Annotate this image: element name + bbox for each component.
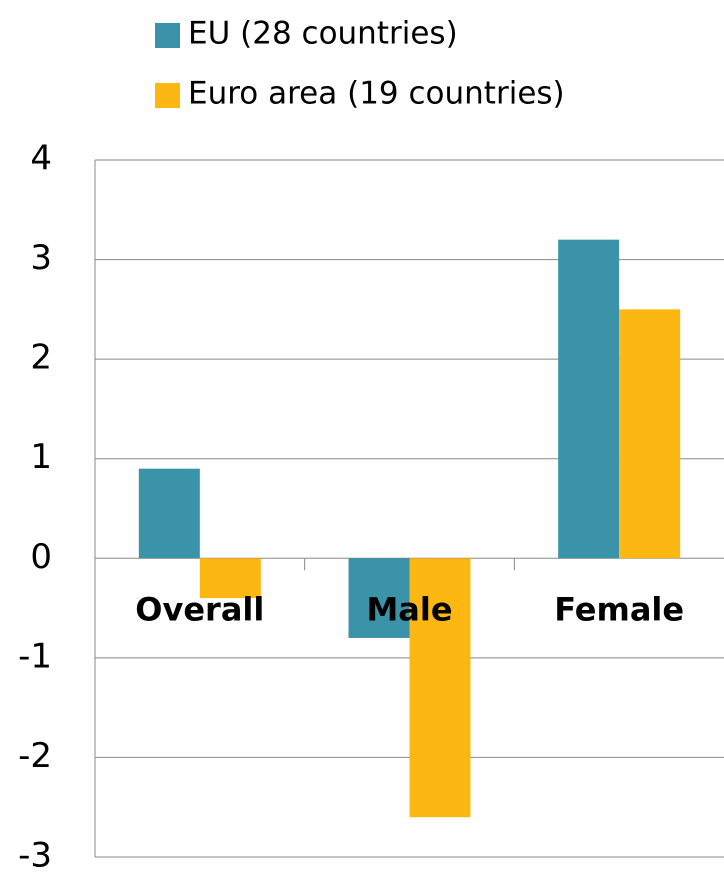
bar <box>348 558 410 638</box>
y-tick-label: 1 <box>30 437 52 477</box>
legend-label: Euro area (19 countries) <box>188 76 565 112</box>
y-tick-label: -2 <box>18 736 52 776</box>
legend-label: EU (28 countries) <box>188 16 458 52</box>
y-tick-label: 2 <box>30 338 52 378</box>
x-tick-label: Male <box>366 590 452 628</box>
y-tick-label: -3 <box>18 836 52 873</box>
x-tick-label: Female <box>554 590 684 628</box>
bar <box>619 309 681 559</box>
bar <box>138 468 200 559</box>
y-tick-label: 3 <box>30 238 52 278</box>
y-tick-label: -1 <box>18 636 52 676</box>
x-tick-label: Overall <box>135 590 264 628</box>
legend-swatch <box>155 83 180 108</box>
y-tick-label: 0 <box>30 537 52 577</box>
legend-swatch <box>155 23 180 48</box>
bar <box>409 558 471 818</box>
bar <box>558 239 620 559</box>
bar <box>199 558 261 599</box>
y-tick-label: 4 <box>30 139 52 179</box>
